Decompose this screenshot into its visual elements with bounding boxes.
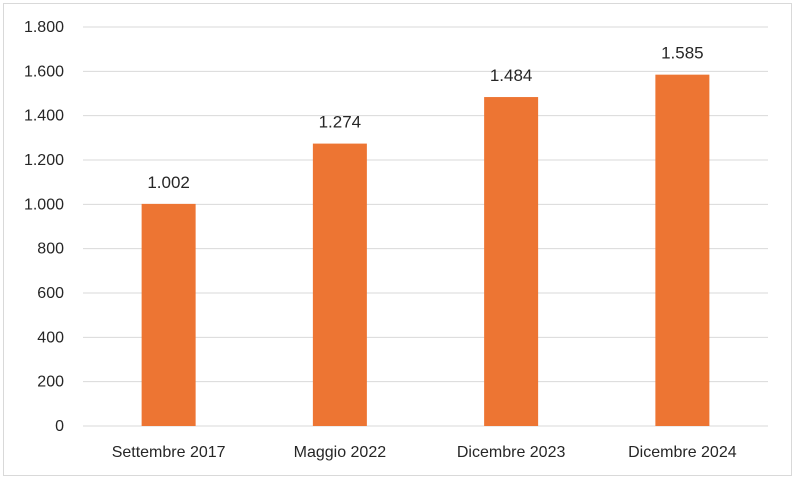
y-tick-label: 600 [37,285,64,302]
bar [484,97,539,427]
x-tick-label: Settembre 2017 [112,444,226,461]
bars [141,74,710,427]
y-tick-label: 1.400 [24,108,64,125]
y-tick-label: 1.600 [24,63,64,80]
bar [655,74,710,427]
bar [312,143,367,426]
y-tick-label: 200 [37,374,64,391]
x-tick-label: Maggio 2022 [294,444,387,461]
data-labels: 1.002 1.274 1.484 1.585 [147,44,703,192]
x-axis-tick-labels: Settembre 2017 Maggio 2022 Dicembre 2023 Di… [112,444,737,461]
y-tick-label: 0 [55,418,64,435]
y-tick-label: 1.200 [24,152,64,169]
y-axis-tick-labels: 0 200 400 600 800 1.000 1.200 1.400 1.600 1.800 [24,19,64,435]
gridlines [83,26,768,427]
data-label: 1.274 [319,113,362,132]
y-tick-label: 800 [37,241,64,258]
x-tick-label: Dicembre 2023 [457,444,566,461]
data-label: 1.002 [147,173,190,192]
y-tick-label: 1.800 [24,19,64,36]
y-tick-label: 1.000 [24,196,64,213]
bar [141,203,196,426]
x-tick-label: Dicembre 2024 [628,444,737,461]
y-tick-label: 400 [37,329,64,346]
data-label: 1.484 [490,66,533,85]
data-label: 1.585 [661,44,704,63]
